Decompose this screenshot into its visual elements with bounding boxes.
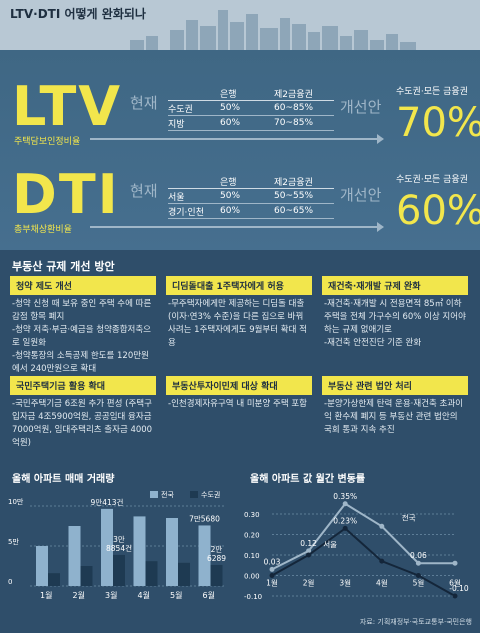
bar-x-label: 5월	[170, 590, 182, 600]
point-label: 0.35%	[333, 492, 357, 501]
bar	[80, 566, 93, 586]
ltv-table: 은행 제2금융권 수도권 50% 60~85% 지방 60% 70~85%	[168, 86, 334, 131]
series-point	[379, 558, 385, 564]
series-name-label: 서울	[323, 540, 337, 549]
series-line	[271, 502, 455, 571]
dti-subtitle: 총부채상환비율	[14, 225, 72, 235]
line-x-label: 3월	[339, 578, 351, 588]
bar	[178, 562, 190, 586]
bar-x-label: 3월	[105, 590, 117, 600]
legend-swatch	[150, 491, 158, 498]
line-y-tick: 0.00	[244, 573, 260, 581]
bar-y-tick: 0	[8, 578, 12, 586]
bar-chart-title: 올해 아파트 매매 거래량	[12, 474, 115, 485]
series-point	[415, 560, 421, 566]
series-point	[415, 573, 421, 578]
line-x-label: 4월	[376, 578, 388, 588]
dti-heading: DTI	[12, 163, 120, 226]
bar-data-label: 8854건	[106, 543, 132, 553]
point-label: 0.06	[410, 551, 427, 560]
line-x-label: 1월	[266, 578, 278, 588]
series-point	[379, 523, 385, 529]
bar	[166, 518, 178, 586]
ltv-subtitle: 주택담보인정비율	[14, 137, 81, 147]
line-y-tick: 0.30	[244, 511, 260, 519]
bar-data-label: 6289	[207, 554, 226, 563]
card-reconstruction: 재건축·재개발 규제 완화 -재건축·재개발 시 전용면적 85㎡ 이하 주택을 …	[322, 276, 468, 353]
series-point	[342, 501, 348, 507]
bar	[48, 573, 60, 586]
point-label: 0.12	[300, 539, 317, 548]
line-y-tick: -0.10	[244, 593, 262, 601]
bar-data-label: 3만	[113, 535, 125, 544]
source-note: 자료: 기획재정부·국토교통부·국민은행	[359, 618, 472, 626]
bar-data-label: 9만413건	[91, 497, 124, 507]
card-housing-fund: 국민주택기금 활용 확대 -국민주택기금 6조원 추가 편성 (주택구입자금 4조…	[10, 376, 156, 453]
bar	[210, 564, 223, 586]
card-legislation: 부동산 관련 법안 처리 -분양가상한제 탄력 운용·재건축 초과이익 환수제 폐…	[322, 376, 468, 440]
bar-x-label: 4월	[138, 590, 150, 600]
series-point	[452, 560, 458, 566]
line-chart: 0.30 0.20 0.10 0.00 -0.10 1월 2월 3월 4월 5월 6월 0.03 0.1…	[244, 492, 469, 601]
bar	[198, 525, 211, 586]
line-y-tick: 0.10	[244, 552, 260, 560]
bar	[101, 508, 113, 586]
line-x-label: 5월	[413, 578, 425, 588]
series-point	[269, 573, 275, 578]
series-line	[271, 527, 456, 597]
bar	[133, 516, 146, 586]
bar-x-label: 2월	[73, 590, 85, 600]
bar-data-label: 2만	[211, 545, 223, 554]
dti-after-label: 개선안	[340, 186, 382, 204]
bar-x-label: 1월	[40, 590, 52, 600]
dti-target: 수도권·모든 금융권	[396, 175, 468, 185]
series-point	[269, 566, 275, 572]
bar	[36, 546, 48, 586]
legend-label: 수도권	[201, 491, 220, 499]
bar-x-label: 6월	[203, 590, 215, 600]
dti-arrow	[90, 222, 384, 232]
bar	[113, 554, 125, 586]
dti-current-label: 현재	[130, 182, 158, 200]
line-y-tick: 0.20	[244, 532, 260, 540]
series-point	[452, 593, 458, 599]
series-point	[306, 552, 312, 558]
dti-percent: 60%	[396, 188, 480, 234]
card-investment-immigration: 부동산투자이민제 대상 확대 -인천경제자유구역 내 미분양 주택 포함	[166, 376, 312, 414]
ltv-current-label: 현재	[130, 94, 158, 112]
bar	[68, 526, 81, 586]
line-chart-title: 올해 아파트 값 월간 변동률	[250, 474, 366, 485]
series-point	[306, 548, 312, 554]
legend-label: 전국	[161, 490, 174, 499]
point-label: 0.23%	[333, 516, 357, 525]
card-didimdol: 디딤돌대출 1주택자에게 허용 -무주택자에게만 제공하는 디딤돌 대출(이자·연…	[166, 276, 312, 353]
card-subscription: 청약 제도 개선 -청약 신청 때 보유 중인 주택 수에 따른 감점 항목 폐지…	[10, 276, 156, 379]
section-title: 부동산 규제 개선 방안	[12, 260, 115, 273]
point-label: -0.10	[449, 584, 469, 593]
ltv-arrow	[90, 134, 384, 144]
ltv-target: 수도권·모든 금융권	[396, 87, 468, 97]
legend-swatch	[190, 491, 198, 498]
ltv-percent: 70%	[396, 100, 480, 146]
ltv-heading: LTV	[12, 75, 123, 138]
line-x-label: 2월	[303, 578, 315, 588]
bar	[145, 561, 158, 586]
dti-table: 은행 제2금융권 서울 50% 50~55% 경기·인천 60% 60~65%	[168, 174, 334, 219]
point-label: 0.03	[264, 557, 281, 566]
bar-data-label: 7만5680	[189, 514, 220, 523]
hero-panel	[0, 50, 480, 250]
bar-y-tick: 5만	[8, 537, 19, 546]
bar-y-tick: 10만	[8, 497, 24, 506]
series-point	[342, 525, 348, 531]
series-name-label: 전국	[402, 512, 416, 522]
line-x-label: 6월	[449, 578, 461, 588]
ltv-after-label: 개선안	[340, 98, 382, 116]
page-title: LTV·DTI 어떻게 완화되나	[10, 7, 146, 21]
